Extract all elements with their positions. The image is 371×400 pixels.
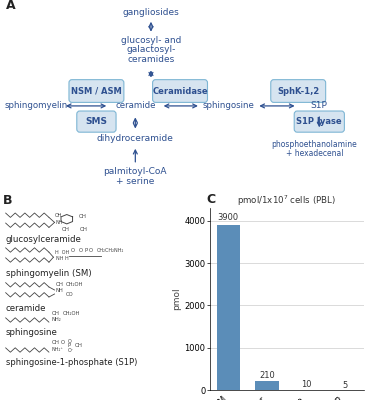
FancyBboxPatch shape: [69, 80, 124, 102]
Text: P: P: [68, 343, 70, 348]
FancyBboxPatch shape: [271, 80, 326, 102]
Text: OH: OH: [75, 343, 83, 348]
Text: OH: OH: [52, 340, 59, 345]
Text: SphK-1,2: SphK-1,2: [277, 86, 319, 96]
Text: OH: OH: [55, 213, 62, 218]
Text: O: O: [68, 339, 71, 344]
Text: palmitoyl-CoA: palmitoyl-CoA: [104, 167, 167, 176]
Title: pmol/1x10$^7$ cells (PBL): pmol/1x10$^7$ cells (PBL): [237, 194, 336, 208]
Text: gangliosides: gangliosides: [122, 8, 179, 17]
Text: A: A: [6, 0, 15, 12]
Text: Ceramidase: Ceramidase: [152, 86, 208, 96]
Text: 5: 5: [342, 381, 348, 390]
Text: + hexadecenal: + hexadecenal: [286, 149, 343, 158]
Text: ceramides: ceramides: [127, 55, 175, 64]
Text: H  OH: H OH: [55, 250, 69, 255]
Text: OH: OH: [79, 214, 86, 219]
Text: CH₂OH: CH₂OH: [63, 311, 81, 316]
Text: O: O: [79, 248, 83, 254]
Text: NSM / ASM: NSM / ASM: [71, 86, 122, 96]
Text: NH: NH: [55, 288, 63, 293]
Text: ceramide: ceramide: [6, 304, 46, 313]
Text: CH₂OH: CH₂OH: [66, 282, 83, 286]
Text: OH: OH: [55, 282, 63, 286]
Bar: [217, 225, 240, 390]
Text: NH₂: NH₂: [52, 317, 61, 322]
Text: sphingosine-1-phosphate (S1P): sphingosine-1-phosphate (S1P): [6, 358, 137, 367]
FancyBboxPatch shape: [152, 80, 207, 102]
Y-axis label: pmol: pmol: [173, 288, 181, 310]
FancyBboxPatch shape: [77, 111, 116, 132]
Text: 210: 210: [259, 371, 275, 380]
Text: O: O: [70, 248, 75, 254]
Text: O: O: [89, 248, 93, 254]
Text: S1P: S1P: [311, 102, 328, 110]
Text: + serine: + serine: [116, 177, 154, 186]
Text: glucosylceramide: glucosylceramide: [6, 235, 82, 244]
Text: dihydroceramide: dihydroceramide: [97, 134, 174, 142]
Text: P: P: [84, 248, 87, 254]
Text: phosphoethanolamine: phosphoethanolamine: [272, 140, 357, 149]
Text: CO: CO: [66, 292, 73, 297]
Text: 3900: 3900: [218, 212, 239, 222]
Text: CH₂CH₂NH₂: CH₂CH₂NH₂: [96, 248, 124, 254]
Bar: [256, 381, 279, 390]
Text: sphingosine: sphingosine: [203, 102, 255, 110]
Text: O⁻: O⁻: [68, 348, 74, 354]
Text: C: C: [206, 193, 215, 206]
Text: NH H: NH H: [56, 256, 68, 261]
Text: OH: OH: [62, 227, 70, 232]
Text: NH₂⁺: NH₂⁺: [52, 347, 63, 352]
Text: O: O: [61, 340, 65, 345]
Text: ceramide: ceramide: [115, 102, 155, 110]
Text: 10: 10: [301, 380, 311, 390]
Text: OH: OH: [80, 227, 88, 232]
Text: galactosyl-: galactosyl-: [126, 45, 175, 54]
FancyBboxPatch shape: [294, 111, 344, 132]
Text: NH: NH: [55, 220, 63, 225]
Text: B: B: [3, 194, 13, 207]
Text: sphingomyelin (SM): sphingomyelin (SM): [6, 269, 91, 278]
Text: glucosyl- and: glucosyl- and: [121, 36, 181, 44]
Text: sphingomyelin: sphingomyelin: [5, 102, 68, 110]
Text: OH: OH: [52, 311, 59, 316]
Text: S1P lyase: S1P lyase: [296, 117, 342, 126]
Text: sphingosine: sphingosine: [6, 328, 58, 337]
Text: SMS: SMS: [85, 117, 108, 126]
